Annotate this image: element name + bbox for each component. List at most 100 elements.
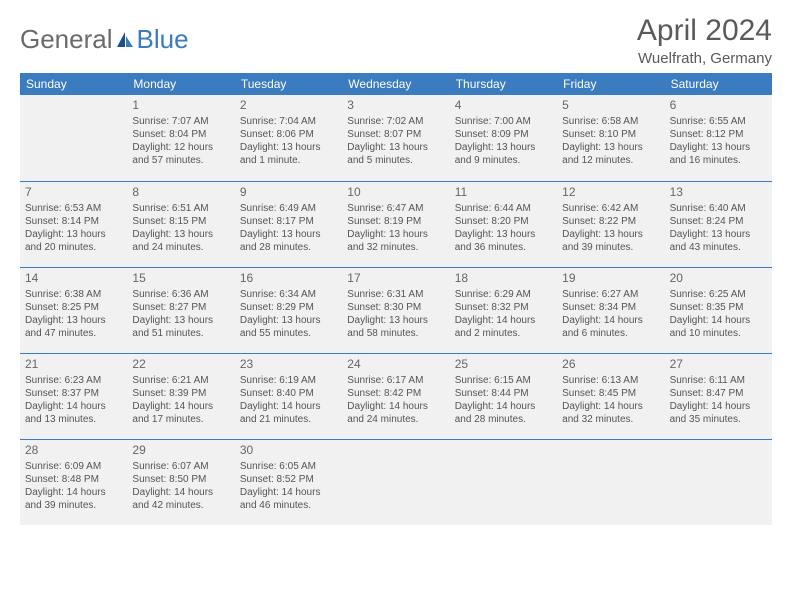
sunset-text: Sunset: 8:12 PM bbox=[670, 128, 767, 141]
sunrise-text: Sunrise: 6:36 AM bbox=[132, 288, 229, 301]
sunrise-text: Sunrise: 6:38 AM bbox=[25, 288, 122, 301]
sunset-text: Sunset: 8:52 PM bbox=[240, 473, 337, 486]
daylight-text: Daylight: 13 hours and 51 minutes. bbox=[132, 314, 229, 340]
sunrise-text: Sunrise: 6:53 AM bbox=[25, 202, 122, 215]
sunrise-text: Sunrise: 7:02 AM bbox=[347, 115, 444, 128]
day-number: 27 bbox=[670, 357, 767, 373]
calendar-cell: 14Sunrise: 6:38 AMSunset: 8:25 PMDayligh… bbox=[20, 267, 127, 353]
day-header: Wednesday bbox=[342, 73, 449, 95]
sunset-text: Sunset: 8:29 PM bbox=[240, 301, 337, 314]
calendar-cell bbox=[20, 95, 127, 181]
calendar-cell: 11Sunrise: 6:44 AMSunset: 8:20 PMDayligh… bbox=[450, 181, 557, 267]
daylight-text: Daylight: 13 hours and 55 minutes. bbox=[240, 314, 337, 340]
day-number: 22 bbox=[132, 357, 229, 373]
day-number: 25 bbox=[455, 357, 552, 373]
logo-text-blue: Blue bbox=[137, 24, 189, 55]
daylight-text: Daylight: 13 hours and 58 minutes. bbox=[347, 314, 444, 340]
sunset-text: Sunset: 8:14 PM bbox=[25, 215, 122, 228]
calendar-cell: 23Sunrise: 6:19 AMSunset: 8:40 PMDayligh… bbox=[235, 353, 342, 439]
location: Wuelfrath, Germany bbox=[637, 50, 772, 67]
day-header: Tuesday bbox=[235, 73, 342, 95]
day-number: 1 bbox=[132, 98, 229, 114]
daylight-text: Daylight: 13 hours and 20 minutes. bbox=[25, 228, 122, 254]
daylight-text: Daylight: 14 hours and 46 minutes. bbox=[240, 486, 337, 512]
sunset-text: Sunset: 8:09 PM bbox=[455, 128, 552, 141]
sunset-text: Sunset: 8:20 PM bbox=[455, 215, 552, 228]
daylight-text: Daylight: 13 hours and 47 minutes. bbox=[25, 314, 122, 340]
calendar-cell: 28Sunrise: 6:09 AMSunset: 8:48 PMDayligh… bbox=[20, 439, 127, 525]
day-number: 26 bbox=[562, 357, 659, 373]
day-number: 10 bbox=[347, 185, 444, 201]
day-number: 4 bbox=[455, 98, 552, 114]
sunset-text: Sunset: 8:04 PM bbox=[132, 128, 229, 141]
sunrise-text: Sunrise: 6:07 AM bbox=[132, 460, 229, 473]
daylight-text: Daylight: 14 hours and 17 minutes. bbox=[132, 400, 229, 426]
calendar-cell: 16Sunrise: 6:34 AMSunset: 8:29 PMDayligh… bbox=[235, 267, 342, 353]
sunset-text: Sunset: 8:17 PM bbox=[240, 215, 337, 228]
calendar-cell: 27Sunrise: 6:11 AMSunset: 8:47 PMDayligh… bbox=[665, 353, 772, 439]
day-header: Monday bbox=[127, 73, 234, 95]
logo-text-general: General bbox=[20, 24, 113, 55]
sunrise-text: Sunrise: 6:47 AM bbox=[347, 202, 444, 215]
sunset-text: Sunset: 8:48 PM bbox=[25, 473, 122, 486]
sunset-text: Sunset: 8:24 PM bbox=[670, 215, 767, 228]
sunrise-text: Sunrise: 6:21 AM bbox=[132, 374, 229, 387]
daylight-text: Daylight: 13 hours and 16 minutes. bbox=[670, 141, 767, 167]
sunset-text: Sunset: 8:22 PM bbox=[562, 215, 659, 228]
sunset-text: Sunset: 8:50 PM bbox=[132, 473, 229, 486]
calendar-cell: 8Sunrise: 6:51 AMSunset: 8:15 PMDaylight… bbox=[127, 181, 234, 267]
calendar-cell: 20Sunrise: 6:25 AMSunset: 8:35 PMDayligh… bbox=[665, 267, 772, 353]
sunrise-text: Sunrise: 6:58 AM bbox=[562, 115, 659, 128]
daylight-text: Daylight: 13 hours and 24 minutes. bbox=[132, 228, 229, 254]
sunrise-text: Sunrise: 6:29 AM bbox=[455, 288, 552, 301]
day-number: 5 bbox=[562, 98, 659, 114]
calendar-cell: 30Sunrise: 6:05 AMSunset: 8:52 PMDayligh… bbox=[235, 439, 342, 525]
sunrise-text: Sunrise: 6:13 AM bbox=[562, 374, 659, 387]
month-title: April 2024 bbox=[637, 14, 772, 48]
daylight-text: Daylight: 13 hours and 12 minutes. bbox=[562, 141, 659, 167]
day-number: 23 bbox=[240, 357, 337, 373]
sunrise-text: Sunrise: 6:55 AM bbox=[670, 115, 767, 128]
sunrise-text: Sunrise: 6:23 AM bbox=[25, 374, 122, 387]
sunset-text: Sunset: 8:35 PM bbox=[670, 301, 767, 314]
sunrise-text: Sunrise: 6:31 AM bbox=[347, 288, 444, 301]
day-number: 18 bbox=[455, 271, 552, 287]
daylight-text: Daylight: 12 hours and 57 minutes. bbox=[132, 141, 229, 167]
calendar-cell bbox=[342, 439, 449, 525]
calendar-cell: 15Sunrise: 6:36 AMSunset: 8:27 PMDayligh… bbox=[127, 267, 234, 353]
calendar-cell: 21Sunrise: 6:23 AMSunset: 8:37 PMDayligh… bbox=[20, 353, 127, 439]
sunset-text: Sunset: 8:10 PM bbox=[562, 128, 659, 141]
day-number: 19 bbox=[562, 271, 659, 287]
calendar-cell: 25Sunrise: 6:15 AMSunset: 8:44 PMDayligh… bbox=[450, 353, 557, 439]
calendar-cell: 12Sunrise: 6:42 AMSunset: 8:22 PMDayligh… bbox=[557, 181, 664, 267]
sunrise-text: Sunrise: 6:51 AM bbox=[132, 202, 229, 215]
calendar-cell: 26Sunrise: 6:13 AMSunset: 8:45 PMDayligh… bbox=[557, 353, 664, 439]
sunset-text: Sunset: 8:07 PM bbox=[347, 128, 444, 141]
sunset-text: Sunset: 8:06 PM bbox=[240, 128, 337, 141]
day-number: 20 bbox=[670, 271, 767, 287]
sail-icon bbox=[115, 30, 135, 50]
sunrise-text: Sunrise: 7:07 AM bbox=[132, 115, 229, 128]
daylight-text: Daylight: 13 hours and 36 minutes. bbox=[455, 228, 552, 254]
day-header: Sunday bbox=[20, 73, 127, 95]
sunset-text: Sunset: 8:30 PM bbox=[347, 301, 444, 314]
daylight-text: Daylight: 14 hours and 6 minutes. bbox=[562, 314, 659, 340]
daylight-text: Daylight: 13 hours and 39 minutes. bbox=[562, 228, 659, 254]
sunrise-text: Sunrise: 6:11 AM bbox=[670, 374, 767, 387]
calendar-cell: 9Sunrise: 6:49 AMSunset: 8:17 PMDaylight… bbox=[235, 181, 342, 267]
calendar-cell: 6Sunrise: 6:55 AMSunset: 8:12 PMDaylight… bbox=[665, 95, 772, 181]
daylight-text: Daylight: 13 hours and 28 minutes. bbox=[240, 228, 337, 254]
logo: General Blue bbox=[20, 24, 189, 55]
day-header: Friday bbox=[557, 73, 664, 95]
day-number: 8 bbox=[132, 185, 229, 201]
sunset-text: Sunset: 8:45 PM bbox=[562, 387, 659, 400]
sunrise-text: Sunrise: 6:40 AM bbox=[670, 202, 767, 215]
sunrise-text: Sunrise: 7:04 AM bbox=[240, 115, 337, 128]
day-number: 16 bbox=[240, 271, 337, 287]
day-number: 9 bbox=[240, 185, 337, 201]
daylight-text: Daylight: 14 hours and 13 minutes. bbox=[25, 400, 122, 426]
daylight-text: Daylight: 13 hours and 32 minutes. bbox=[347, 228, 444, 254]
day-number: 3 bbox=[347, 98, 444, 114]
calendar-cell: 19Sunrise: 6:27 AMSunset: 8:34 PMDayligh… bbox=[557, 267, 664, 353]
sunrise-text: Sunrise: 6:27 AM bbox=[562, 288, 659, 301]
